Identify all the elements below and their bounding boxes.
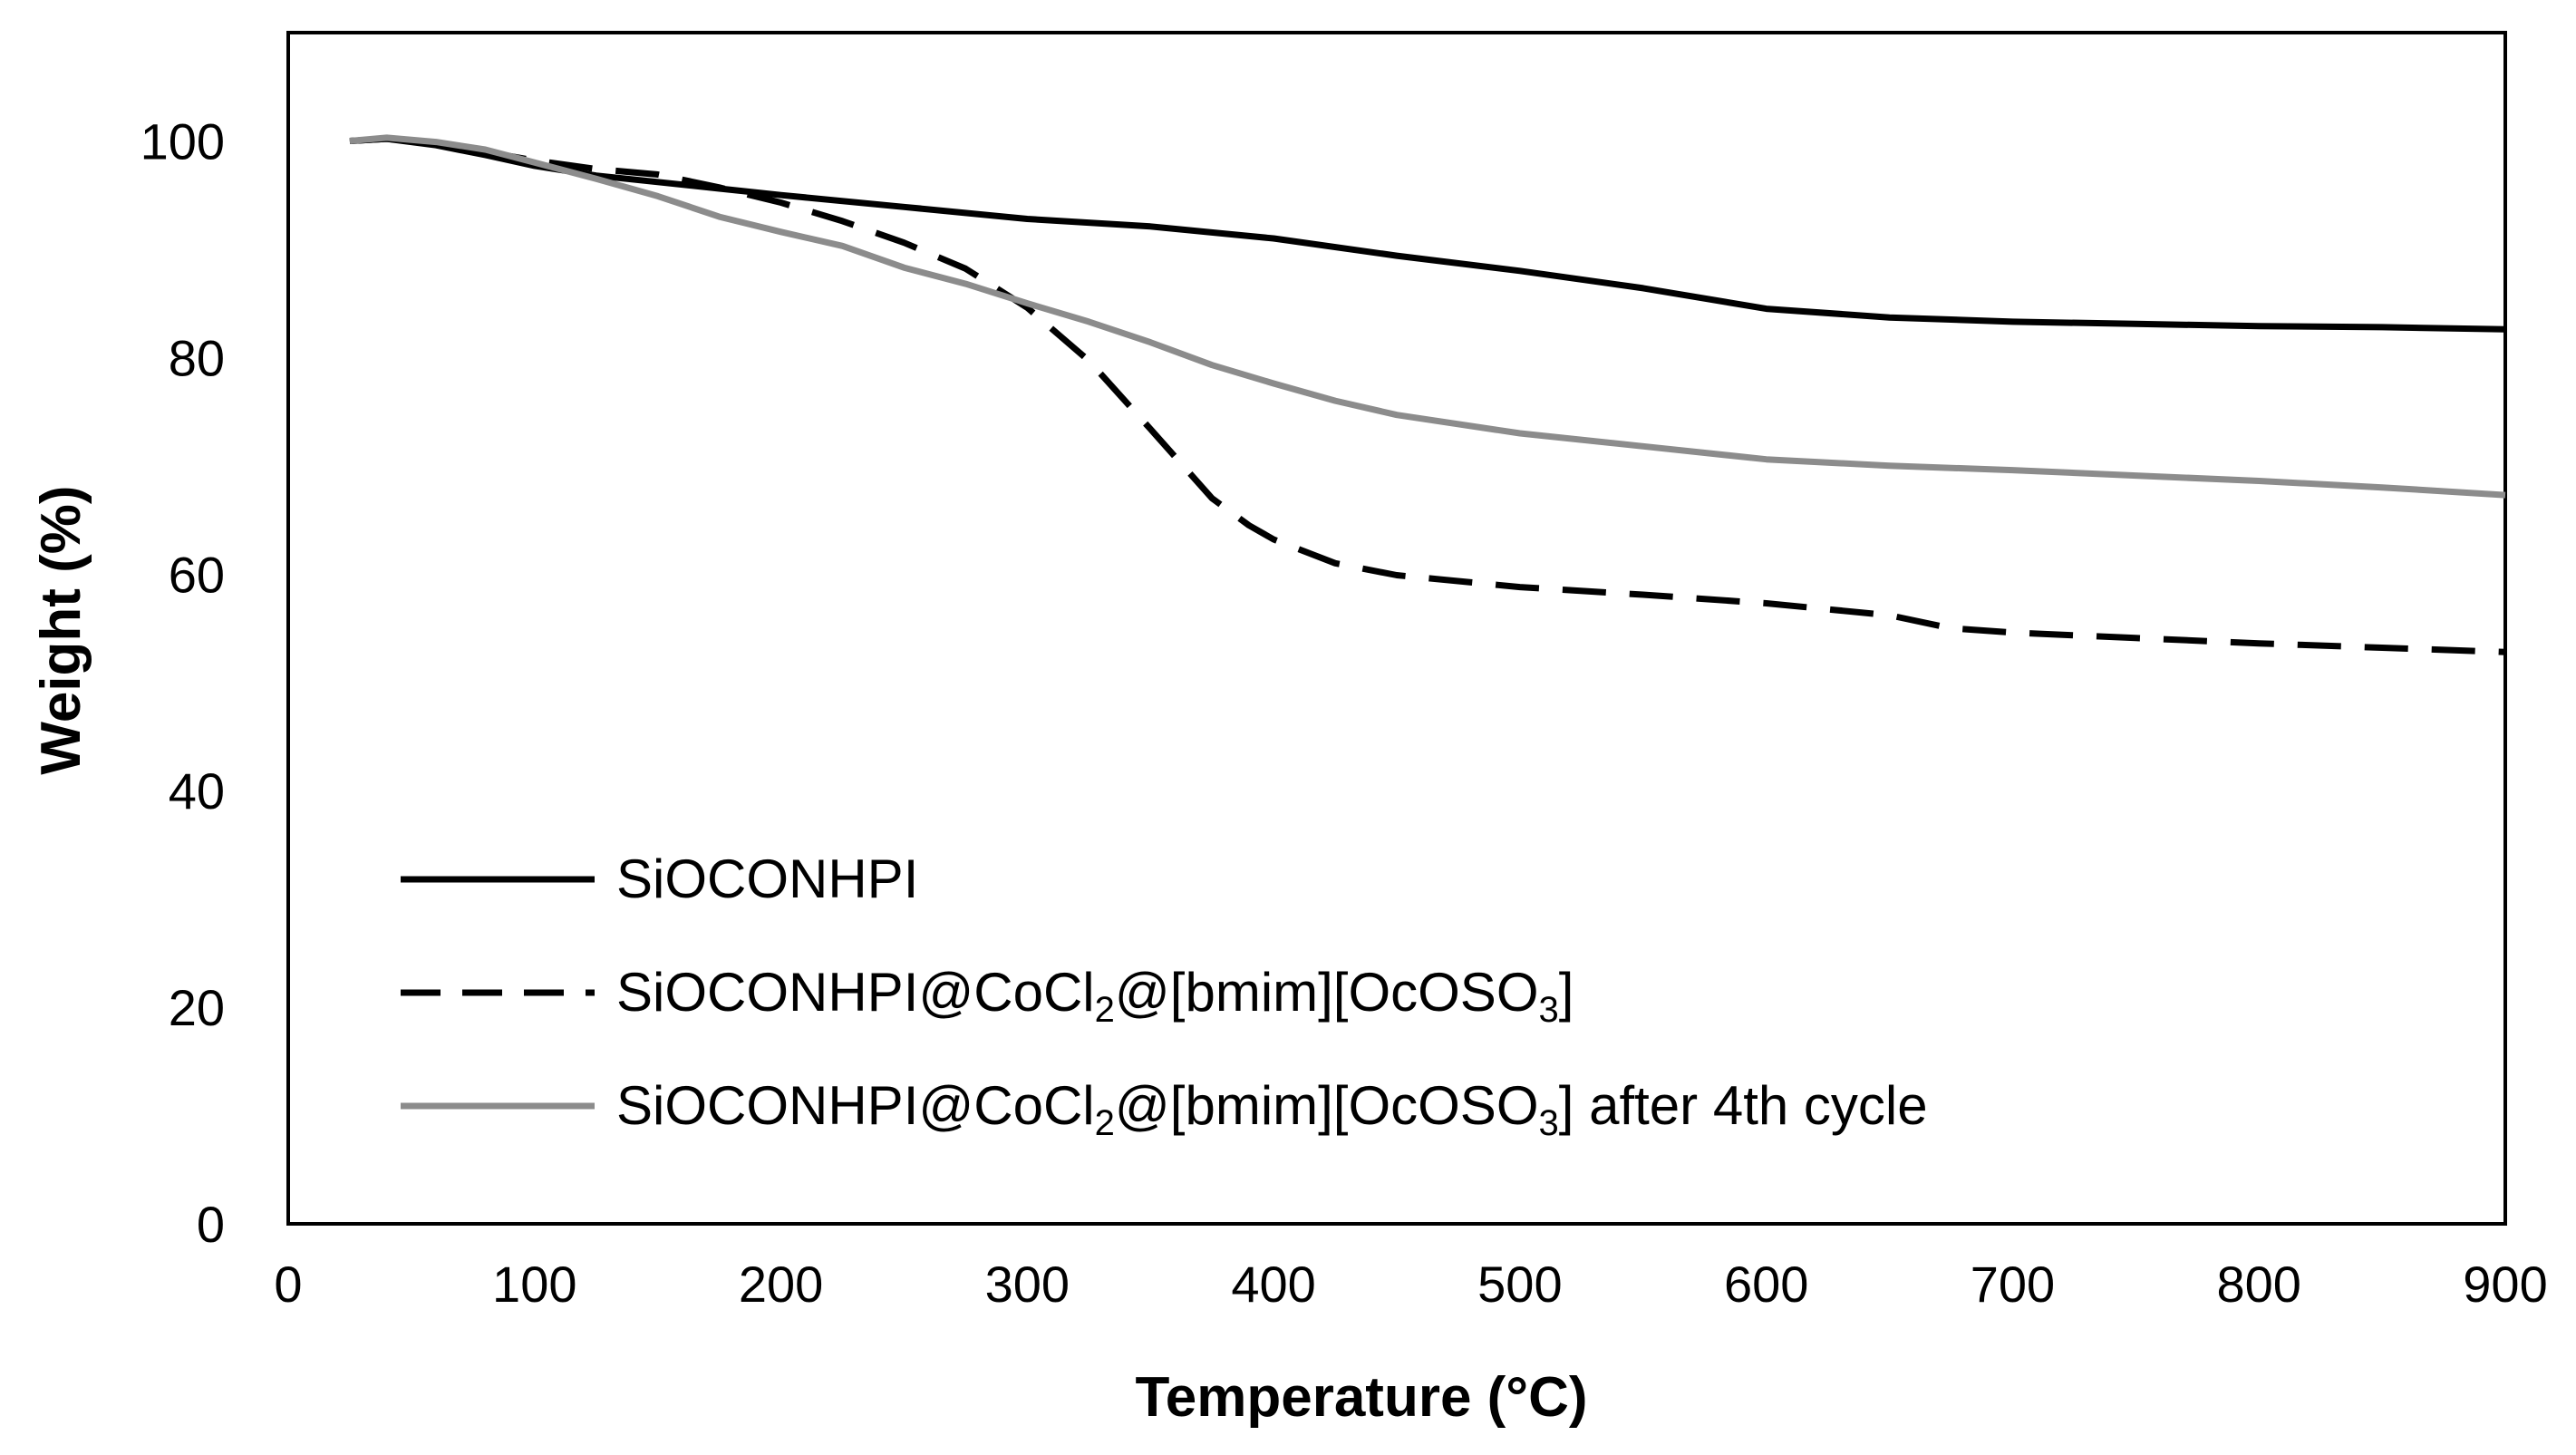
legend-item-1: SiOCONHPI xyxy=(401,849,918,909)
x-tick-label: 500 xyxy=(1477,1256,1562,1313)
y-tick-label: 80 xyxy=(169,329,225,386)
x-tick-label: 400 xyxy=(1231,1256,1315,1313)
y-axis-title: Weight (%) xyxy=(30,485,92,774)
legend: SiOCONHPI SiOCONHPI@CoCl2@[bmim][OcOSO3]… xyxy=(401,849,1928,1143)
x-axis-ticks: 0 100 200 300 400 500 600 700 800 900 xyxy=(274,1256,2547,1313)
x-tick-label: 0 xyxy=(274,1256,302,1313)
y-axis-ticks: 0 20 40 60 80 100 xyxy=(140,112,225,1253)
x-tick-label: 900 xyxy=(2463,1256,2547,1313)
y-tick-label: 60 xyxy=(169,546,225,603)
x-axis-title: Temperature (°C) xyxy=(1135,1366,1587,1429)
series-line-3 xyxy=(349,134,2506,499)
series-line-2 xyxy=(349,135,2506,655)
y-tick-label: 20 xyxy=(169,979,225,1036)
y-tick-label: 100 xyxy=(140,112,225,170)
series-line-1 xyxy=(349,135,2506,333)
x-tick-label: 100 xyxy=(492,1256,576,1313)
plot-area-frame xyxy=(286,31,2507,1226)
x-tick-label: 600 xyxy=(1724,1256,1808,1313)
x-tick-label: 300 xyxy=(985,1256,1070,1313)
legend-item-3: SiOCONHPI@CoCl2@[bmim][OcOSO3] after 4th… xyxy=(401,1075,1928,1143)
y-tick-label: 40 xyxy=(169,762,225,820)
y-tick-label: 0 xyxy=(197,1196,225,1253)
x-tick-label: 700 xyxy=(1971,1256,2055,1313)
series-lines xyxy=(349,134,2506,655)
x-tick-label: 800 xyxy=(2217,1256,2301,1313)
legend-label-2: SiOCONHPI@CoCl2@[bmim][OcOSO3] xyxy=(616,962,1574,1030)
legend-item-2: SiOCONHPI@CoCl2@[bmim][OcOSO3] xyxy=(401,962,1574,1030)
legend-label-3: SiOCONHPI@CoCl2@[bmim][OcOSO3] after 4th… xyxy=(616,1075,1928,1143)
legend-label-1: SiOCONHPI xyxy=(616,849,918,909)
x-tick-label: 200 xyxy=(739,1256,823,1313)
